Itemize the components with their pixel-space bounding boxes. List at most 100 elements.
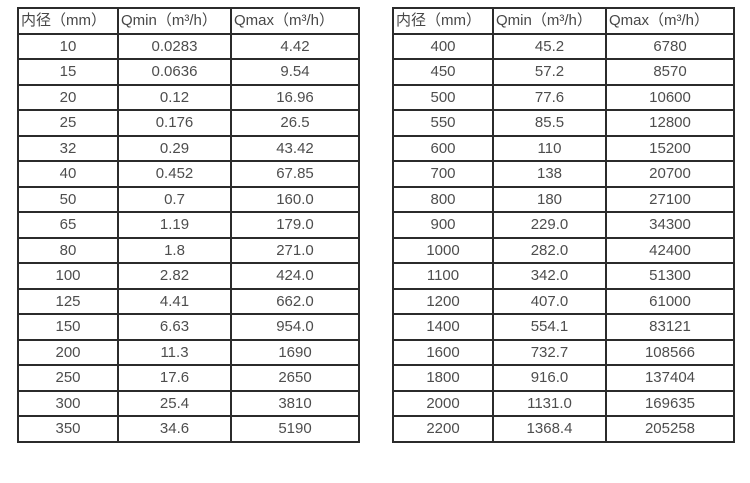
qmin-cell: 25.4 <box>117 389 232 417</box>
qmax-cell: 43.42 <box>230 134 360 162</box>
qmax-cell: 662.0 <box>230 287 360 315</box>
qmax-cell: 9.54 <box>230 58 360 86</box>
header-row: 内径（mm） Qmin（m³/h） Qmax（m³/h） <box>17 7 360 35</box>
qmax-cell: 83121 <box>605 313 735 341</box>
table-row: 10 0.0283 4.42 <box>17 32 360 60</box>
table-row: 15 0.0636 9.54 <box>17 58 360 86</box>
table-row: 900 229.0 34300 <box>392 211 735 239</box>
qmin-cell: 138 <box>492 160 607 188</box>
qmin-cell: 17.6 <box>117 364 232 392</box>
diameter-cell: 450 <box>392 58 494 86</box>
qmax-cell: 12800 <box>605 109 735 137</box>
qmax-cell: 16.96 <box>230 83 360 111</box>
table-row: 1100 342.0 51300 <box>392 262 735 290</box>
diameter-cell: 2000 <box>392 389 494 417</box>
qmin-cell: 0.0283 <box>117 32 232 60</box>
qmin-cell: 1131.0 <box>492 389 607 417</box>
table-row: 65 1.19 179.0 <box>17 211 360 239</box>
diameter-cell: 65 <box>17 211 119 239</box>
qmax-cell: 205258 <box>605 415 735 443</box>
qmax-cell: 51300 <box>605 262 735 290</box>
table-row: 200 11.3 1690 <box>17 338 360 366</box>
qmin-cell: 916.0 <box>492 364 607 392</box>
diameter-cell: 700 <box>392 160 494 188</box>
table-row: 300 25.4 3810 <box>17 389 360 417</box>
table-row: 2200 1368.4 205258 <box>392 415 735 443</box>
qmax-cell: 8570 <box>605 58 735 86</box>
qmin-cell: 0.7 <box>117 185 232 213</box>
table-row: 50 0.7 160.0 <box>17 185 360 213</box>
table-row: 500 77.6 10600 <box>392 83 735 111</box>
qmax-cell: 954.0 <box>230 313 360 341</box>
table-row: 40 0.452 67.85 <box>17 160 360 188</box>
qmax-cell: 1690 <box>230 338 360 366</box>
diameter-cell: 20 <box>17 83 119 111</box>
qmin-header: Qmin（m³/h） <box>492 7 607 35</box>
qmax-cell: 6780 <box>605 32 735 60</box>
qmax-cell: 67.85 <box>230 160 360 188</box>
qmin-cell: 554.1 <box>492 313 607 341</box>
qmax-cell: 424.0 <box>230 262 360 290</box>
table-row: 350 34.6 5190 <box>17 415 360 443</box>
diameter-cell: 1200 <box>392 287 494 315</box>
qmax-cell: 42400 <box>605 236 735 264</box>
diameter-cell: 80 <box>17 236 119 264</box>
table-row: 1800 916.0 137404 <box>392 364 735 392</box>
qmin-cell: 407.0 <box>492 287 607 315</box>
diameter-header: 内径（mm） <box>17 7 119 35</box>
diameter-cell: 15 <box>17 58 119 86</box>
diameter-cell: 600 <box>392 134 494 162</box>
table-row: 550 85.5 12800 <box>392 109 735 137</box>
qmin-cell: 229.0 <box>492 211 607 239</box>
qmin-cell: 342.0 <box>492 262 607 290</box>
diameter-cell: 50 <box>17 185 119 213</box>
qmax-cell: 2650 <box>230 364 360 392</box>
diameter-cell: 1000 <box>392 236 494 264</box>
table-row: 20 0.12 16.96 <box>17 83 360 111</box>
qmax-cell: 20700 <box>605 160 735 188</box>
diameter-cell: 350 <box>17 415 119 443</box>
qmax-cell: 5190 <box>230 415 360 443</box>
qmin-cell: 34.6 <box>117 415 232 443</box>
qmax-cell: 10600 <box>605 83 735 111</box>
qmin-cell: 0.12 <box>117 83 232 111</box>
qmin-cell: 1.8 <box>117 236 232 264</box>
table-row: 25 0.176 26.5 <box>17 109 360 137</box>
table-row: 1200 407.0 61000 <box>392 287 735 315</box>
flow-rate-table-small-diameters: 内径（mm） Qmin（m³/h） Qmax（m³/h） 10 0.0283 4.4… <box>17 7 360 443</box>
qmax-cell: 4.42 <box>230 32 360 60</box>
diameter-cell: 200 <box>17 338 119 366</box>
qmin-cell: 57.2 <box>492 58 607 86</box>
qmax-cell: 3810 <box>230 389 360 417</box>
table-row: 250 17.6 2650 <box>17 364 360 392</box>
qmin-cell: 11.3 <box>117 338 232 366</box>
qmax-cell: 26.5 <box>230 109 360 137</box>
qmin-cell: 0.176 <box>117 109 232 137</box>
qmin-cell: 1.19 <box>117 211 232 239</box>
table-row: 80 1.8 271.0 <box>17 236 360 264</box>
flow-rate-table-large-diameters: 内径（mm） Qmin（m³/h） Qmax（m³/h） 400 45.2 6780… <box>392 7 735 443</box>
table-row: 1400 554.1 83121 <box>392 313 735 341</box>
table-row: 450 57.2 8570 <box>392 58 735 86</box>
diameter-cell: 125 <box>17 287 119 315</box>
header-row: 内径（mm） Qmin（m³/h） Qmax（m³/h） <box>392 7 735 35</box>
qmax-cell: 179.0 <box>230 211 360 239</box>
qmin-cell: 85.5 <box>492 109 607 137</box>
qmax-cell: 61000 <box>605 287 735 315</box>
diameter-cell: 500 <box>392 83 494 111</box>
table-row: 2000 1131.0 169635 <box>392 389 735 417</box>
table-row: 600 110 15200 <box>392 134 735 162</box>
diameter-cell: 10 <box>17 32 119 60</box>
diameter-cell: 25 <box>17 109 119 137</box>
table-row: 1000 282.0 42400 <box>392 236 735 264</box>
qmin-cell: 77.6 <box>492 83 607 111</box>
table-row: 700 138 20700 <box>392 160 735 188</box>
diameter-cell: 2200 <box>392 415 494 443</box>
qmin-cell: 0.29 <box>117 134 232 162</box>
qmin-cell: 282.0 <box>492 236 607 264</box>
table-row: 125 4.41 662.0 <box>17 287 360 315</box>
diameter-cell: 1100 <box>392 262 494 290</box>
diameter-cell: 1400 <box>392 313 494 341</box>
qmax-cell: 15200 <box>605 134 735 162</box>
